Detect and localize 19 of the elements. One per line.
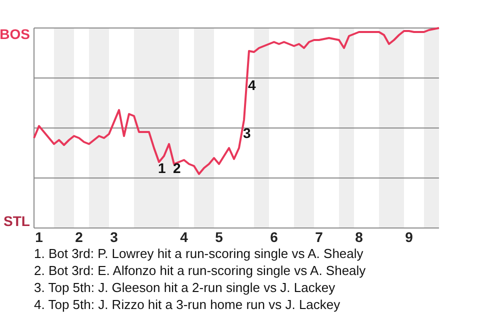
text: 4. Top 5th: J. Rizzo hit a 3-run home run vs J. Lackey	[34, 297, 341, 312]
x-tick-label: 8	[355, 228, 364, 245]
annotation: 4	[248, 77, 256, 93]
x-tick-label: 9	[405, 228, 414, 245]
x-tick-label: 4	[180, 228, 188, 245]
x-tick-label: 7	[315, 228, 324, 245]
text: 1. Bot 3rd: P. Lowrey hit a run-scoring single vs A. Shealy	[34, 246, 364, 261]
annotation: 1	[158, 160, 166, 176]
annotation: 3	[243, 125, 251, 141]
x-tick-label: 3	[110, 228, 118, 245]
text: 3. Top 5th: J. Gleeson hit a 2-run single vs J. Lackey	[34, 280, 336, 295]
text: STL	[4, 213, 30, 229]
text: 2. Bot 3rd: E. Alfonzo hit a run-scoring single vs A. Shealy	[34, 263, 366, 278]
annotation: 2	[173, 160, 181, 176]
x-tick-label: 5	[215, 228, 224, 245]
x-tick-label: 6	[270, 228, 278, 245]
text: BOS	[0, 26, 30, 42]
x-tick-label: 1	[35, 228, 44, 245]
x-tick-label: 2	[75, 228, 84, 245]
